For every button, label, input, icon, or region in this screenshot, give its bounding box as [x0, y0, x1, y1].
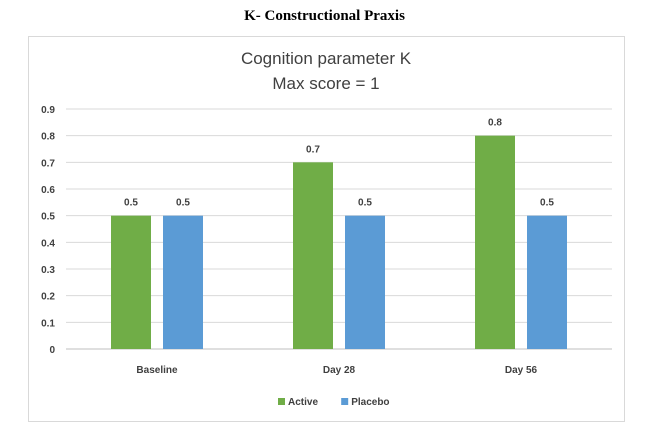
legend-label-active: Active [288, 397, 318, 408]
y-tick-label: 0.2 [41, 292, 55, 303]
y-tick-label: 0.7 [41, 158, 55, 169]
bar-placebo [163, 215, 203, 349]
bar-placebo [527, 215, 567, 349]
legend-swatch-active [278, 398, 285, 405]
data-label: 0.7 [306, 144, 320, 155]
data-labels: 0.5 0.5 0.7 0.5 0.8 0.5 [124, 118, 554, 209]
chart-title-line: Cognition parameter K [241, 49, 412, 68]
bar-active [293, 162, 333, 349]
y-tick-label: 0.3 [41, 265, 55, 276]
chart-title-line: Max score = 1 [272, 74, 379, 93]
x-tick-label: Day 28 [323, 365, 356, 376]
legend: Active Placebo [278, 397, 390, 408]
gridlines [66, 108, 612, 350]
data-label: 0.5 [540, 198, 554, 209]
bar-active [111, 215, 151, 349]
bar-placebo [345, 215, 385, 349]
data-label: 0.5 [124, 198, 138, 209]
bar-active [475, 135, 515, 349]
legend-swatch-placebo [341, 398, 349, 405]
y-tick-label: 0.5 [41, 212, 55, 223]
chart-title: Cognition parameter K Max score = 1 [241, 49, 412, 93]
y-tick-label: 0.8 [41, 132, 55, 143]
y-tick-label: 0.1 [41, 318, 55, 329]
y-tick-label: 0 [49, 345, 55, 356]
data-label: 0.5 [176, 198, 190, 209]
y-tick-label: 0.9 [41, 105, 55, 116]
y-tick-label: 0.6 [41, 185, 55, 196]
y-tick-label: 0.4 [41, 238, 55, 249]
y-axis-ticks: 0 0.1 0.2 0.3 0.4 0.5 0.6 0.7 0.8 0.9 [41, 105, 55, 356]
data-label: 0.5 [358, 198, 372, 209]
legend-label-placebo: Placebo [351, 397, 389, 408]
bars [111, 135, 567, 349]
data-label: 0.8 [488, 118, 502, 129]
x-tick-label: Baseline [136, 365, 178, 376]
page-heading: K- Constructional Praxis [244, 8, 405, 24]
x-tick-label: Day 56 [505, 365, 538, 376]
x-axis-ticks: Baseline Day 28 Day 56 [136, 365, 537, 376]
